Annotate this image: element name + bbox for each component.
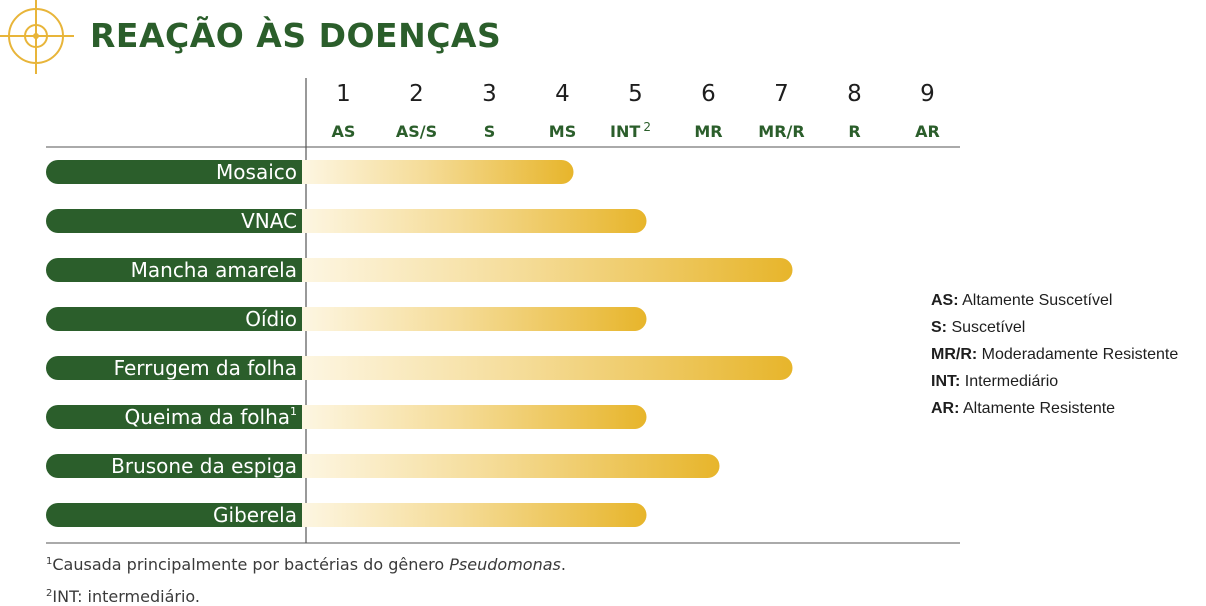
legend-text: Suscetível (951, 319, 1026, 336)
category-label: Queima da folha1 (125, 405, 297, 429)
category-label: Mosaico (216, 160, 297, 184)
value-bar (302, 405, 647, 429)
value-bar (302, 258, 793, 282)
legend-text: Altamente Suscetível (962, 292, 1113, 309)
footnote-mark: 1 (46, 556, 53, 567)
legend-item: AS: Altamente Suscetível (931, 290, 1178, 317)
footnote-2: 2INT: intermediário. (46, 587, 200, 606)
footnote-end: . (560, 555, 566, 574)
legend-abbr: MR/R: (931, 346, 978, 363)
scale-code: MS (549, 122, 576, 141)
category-pill (46, 258, 320, 282)
value-bar (302, 307, 647, 331)
category-pill (46, 307, 320, 331)
legend-item: MR/R: Moderadamente Resistente (931, 344, 1178, 371)
legend-abbr: INT: (931, 373, 961, 390)
scale-number: 8 (847, 81, 862, 107)
category-label: Ferrugem da folha (114, 356, 297, 380)
scale-code: AR (915, 122, 940, 141)
scale-number: 5 (628, 81, 643, 107)
legend-abbr: AR: (931, 400, 960, 417)
legend-abbr: AS: (931, 292, 959, 309)
category-pill (46, 454, 320, 478)
legend-abbr: S: (931, 319, 947, 336)
scale-number: 6 (701, 81, 716, 107)
legend-item: S: Suscetível (931, 317, 1178, 344)
category-label: Mancha amarela (131, 258, 297, 282)
value-bar (302, 454, 720, 478)
footnote-1: 1Causada principalmente por bactérias do… (46, 555, 566, 574)
value-bar (302, 209, 647, 233)
category-pill (46, 209, 320, 233)
scale-code: AS (332, 122, 356, 141)
category-pill (46, 160, 320, 184)
legend-item: AR: Altamente Resistente (931, 398, 1178, 425)
value-bar (302, 160, 574, 184)
scale-code: S (484, 122, 496, 141)
footnote-text: INT: intermediário. (52, 587, 201, 606)
scale-number: 4 (555, 81, 570, 107)
scale-number: 2 (409, 81, 424, 107)
category-pill (46, 356, 320, 380)
scale-number: 9 (920, 81, 935, 107)
scale-number: 3 (482, 81, 497, 107)
scale-number: 1 (336, 81, 351, 107)
category-label: Brusone da espiga (111, 454, 297, 478)
category-pill (46, 405, 320, 429)
scale-code: MR/R (758, 122, 804, 141)
page-title: REAÇÃO ÀS DOENÇAS (90, 16, 502, 55)
footnote-text: Causada principalmente por bactérias do … (52, 555, 450, 574)
target-crosshair-icon (0, 0, 74, 74)
value-bar (302, 503, 647, 527)
value-bar (302, 356, 793, 380)
scale-code: MR (694, 122, 722, 141)
scale-code: AS/S (396, 122, 437, 141)
footnote-mark: 2 (46, 588, 53, 599)
legend-item: INT: Intermediário (931, 371, 1178, 398)
scale-number: 7 (774, 81, 789, 107)
scale-code: INT 2 (610, 120, 651, 141)
legend-text: Moderadamente Resistente (981, 346, 1179, 363)
legend: AS: Altamente Suscetível S: Suscetível M… (931, 290, 1178, 425)
disease-reaction-chart: 1 AS 2 AS/S 3 S 4 MS 5 INT 2 6 MR 7 MR/R 8 R 9 AR Mosaico V… (46, 78, 960, 544)
category-label: Giberela (213, 503, 297, 527)
category-pill (46, 503, 320, 527)
scale-code: R (848, 122, 860, 141)
legend-text: Intermediário (964, 373, 1059, 390)
scale-code-superscript: 2 (643, 120, 651, 134)
category-label: Oídio (245, 307, 297, 331)
category-label-superscript: 1 (290, 405, 297, 418)
legend-text: Altamente Resistente (963, 400, 1116, 417)
category-label: VNAC (241, 209, 297, 233)
footnote-italic: Pseudomonas (449, 555, 561, 574)
